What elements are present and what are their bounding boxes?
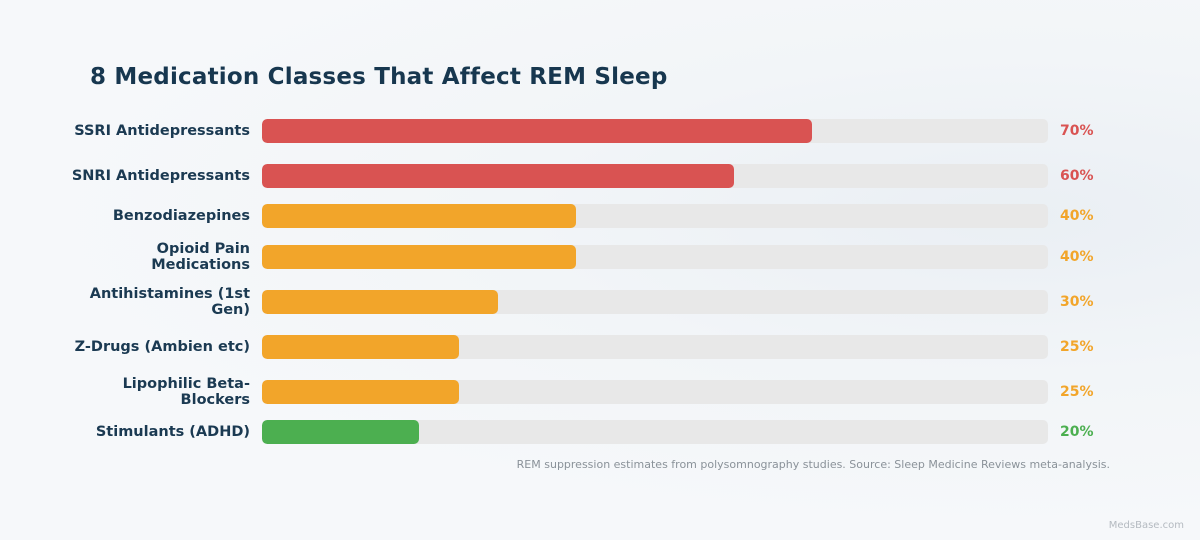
bar: [262, 245, 577, 269]
bar-label: Stimulants (ADHD): [95, 424, 250, 440]
bar-label: SNRI Antidepressants: [71, 168, 250, 184]
bar-value-label: 30%: [1060, 294, 1094, 310]
bar-track: [262, 204, 1048, 228]
bar: [262, 119, 813, 143]
bar-value-label: 40%: [1060, 208, 1094, 224]
bar-label: Z-Drugs (Ambien etc): [74, 339, 250, 355]
bar-track: [262, 164, 1048, 188]
bar-value-label: 25%: [1060, 384, 1094, 400]
bar: [262, 335, 459, 359]
bar: [262, 204, 577, 228]
bar-track: [262, 245, 1048, 269]
bar-value-label: 60%: [1060, 168, 1094, 184]
bar-track: [262, 380, 1048, 404]
chart-title: 8 Medication Classes That Affect REM Sle…: [90, 64, 668, 90]
bar-track: [262, 420, 1048, 444]
bar-label: Antihistamines (1st Gen): [89, 286, 250, 318]
bar-value-label: 70%: [1060, 123, 1094, 139]
bar: [262, 420, 420, 444]
bar: [262, 290, 498, 314]
bar: [262, 164, 734, 188]
bar-track: [262, 335, 1048, 359]
bar-label: Opioid Pain Medications: [151, 241, 250, 273]
bar-label: Benzodiazepines: [112, 208, 250, 224]
bar-track: [262, 119, 1048, 143]
bar: [262, 380, 459, 404]
bar-value-label: 40%: [1060, 249, 1094, 265]
bar-track: [262, 290, 1048, 314]
footnote: REM suppression estimates from polysomno…: [516, 458, 1110, 471]
bar-label: Lipophilic Beta-Blockers: [122, 376, 250, 408]
bar-value-label: 25%: [1060, 339, 1094, 355]
bar-value-label: 20%: [1060, 424, 1094, 440]
brand-watermark: MedsBase.com: [1108, 520, 1184, 531]
bar-label: SSRI Antidepressants: [74, 123, 250, 139]
